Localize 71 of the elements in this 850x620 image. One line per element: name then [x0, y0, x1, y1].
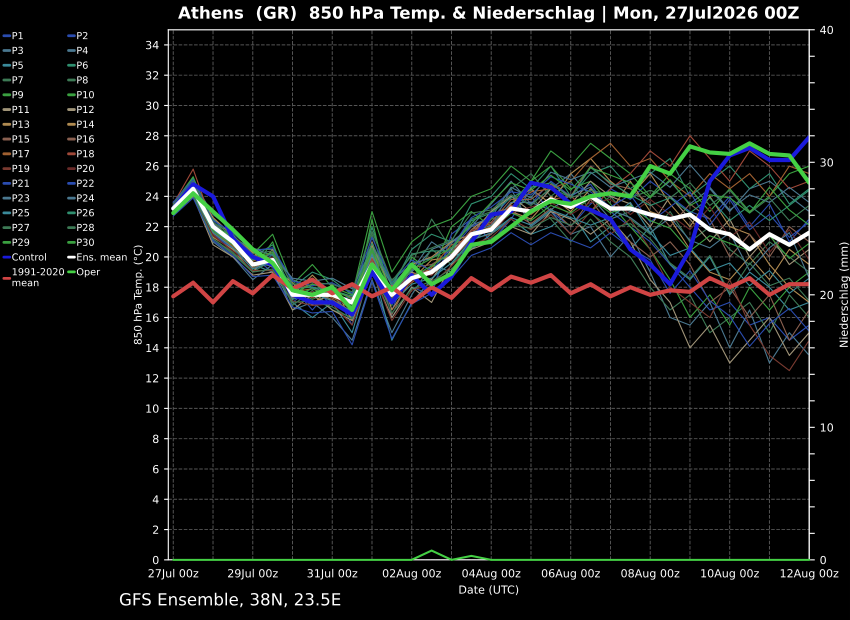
x-tick-label: 12Aug 00z — [780, 569, 838, 580]
legend-label: P6 — [77, 61, 88, 69]
legend-label: P13 — [12, 120, 30, 128]
legend-label: Ens. mean — [77, 253, 127, 261]
y-axis-title: 850 hPa Temp. (°C) — [134, 246, 144, 344]
legend-label: P22 — [77, 180, 94, 187]
legend-label: P11 — [12, 106, 30, 113]
y-tick-label: 6 — [152, 464, 159, 474]
y-tick-label: 20 — [146, 252, 159, 262]
y2-axis-title: Niederschlag (mm) — [839, 242, 850, 347]
legend-label: P8 — [77, 76, 88, 84]
y-tick-label: 12 — [146, 374, 158, 382]
x-tick-label: 02Aug 00z — [382, 569, 441, 580]
legend-label: P30 — [77, 238, 94, 246]
legend-label: P15 — [12, 135, 30, 143]
y2-tick-label: 40 — [820, 26, 834, 34]
x-tick-label: 06Aug 00z — [542, 569, 600, 580]
y-tick-label: 18 — [146, 283, 159, 292]
legend-label: P20 — [77, 164, 94, 172]
legend-label: P26 — [77, 209, 94, 216]
legend-label: P3 — [12, 46, 23, 54]
y-tick-label: 34 — [146, 40, 159, 50]
legend-label: P17 — [12, 150, 30, 158]
y-tick-label: 4 — [152, 495, 159, 504]
legend-label: P4 — [77, 46, 88, 54]
y-tick-label: 8 — [152, 434, 159, 444]
x-tick-label: 10Aug 00z — [701, 569, 759, 580]
legend-label: Control — [12, 253, 46, 261]
x-tick-label: 04Aug 00z — [462, 569, 520, 580]
legend-label: P27 — [12, 224, 30, 232]
y-tick-label: 16 — [146, 314, 159, 322]
y2-tick-label: 30 — [820, 158, 834, 167]
legend-label: P14 — [77, 120, 94, 128]
legend-label: P16 — [77, 135, 94, 143]
legend-label: P18 — [77, 150, 94, 158]
x-tick-label: 31Jul 00z — [308, 568, 358, 580]
legend-label: Oper — [76, 268, 100, 278]
chart-title: Athens (GR) 850 hPa Temp. & Niederschlag | Mon, 27Jul2026 00Z — [178, 6, 799, 23]
legend-label: P23 — [12, 194, 30, 202]
legend-label: P12 — [77, 106, 94, 113]
legend-label: P7 — [12, 76, 23, 84]
y-tick-label: 2 — [153, 526, 158, 534]
y-tick-label: 30 — [146, 101, 159, 110]
y-tick-label: 24 — [146, 192, 159, 201]
y2-tick-label: 10 — [820, 423, 834, 432]
y-tick-label: 32 — [146, 71, 158, 80]
legend-label: P29 — [12, 238, 30, 246]
legend-label: 1991-2020 mean — [12, 268, 64, 286]
legend-label: P9 — [12, 90, 24, 98]
x-tick-label: 08Aug 00z — [621, 569, 680, 580]
text: GFS Ensemble, 38N, 23.5E — [120, 592, 340, 608]
legend-label: P2 — [77, 32, 88, 40]
legend-label: P19 — [12, 164, 30, 172]
y-tick-label: 26 — [146, 162, 159, 170]
legend-label: P10 — [77, 90, 94, 98]
y-tick-label: 28 — [146, 132, 159, 140]
y-tick-label: 14 — [146, 344, 159, 352]
x-tick-label: 29Jul 00z — [228, 568, 278, 580]
y2-tick-label: 20 — [820, 290, 834, 300]
y-tick-label: 10 — [146, 404, 159, 413]
legend-label: P25 — [12, 209, 30, 216]
y-tick-label: 0 — [152, 556, 159, 564]
legend-label: P28 — [77, 224, 94, 232]
y2-tick-label: 0 — [820, 556, 826, 564]
x-axis-title: Date (UTC) — [459, 585, 518, 596]
y-tick-label: 22 — [146, 222, 158, 231]
legend-label: P1 — [12, 32, 23, 40]
x-tick-label: 27Jul 00z — [148, 568, 198, 580]
legend-label: P5 — [12, 62, 23, 69]
legend-label: P24 — [77, 194, 94, 202]
legend-label: P21 — [12, 180, 30, 187]
